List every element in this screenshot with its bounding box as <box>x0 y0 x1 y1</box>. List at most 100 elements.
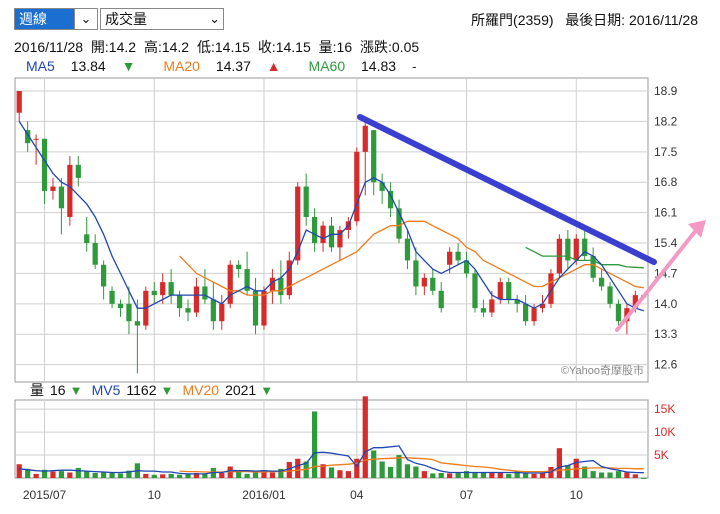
volume-bar <box>168 473 174 478</box>
candle-body <box>573 238 579 261</box>
volume-bar <box>143 473 149 478</box>
mv5-line <box>19 445 644 475</box>
volume-bar <box>25 468 31 478</box>
volume-tick-label: 15K <box>654 402 675 416</box>
vol-legend-value: 16 <box>50 382 66 398</box>
vol-legend-value: 2021 <box>225 382 256 398</box>
volume-bar <box>607 472 613 478</box>
period-select[interactable]: 週線 ⌄ <box>14 8 98 30</box>
vol-legend-arrow: ▼ <box>160 383 173 398</box>
chevron-down-icon[interactable]: ⌄ <box>74 9 97 29</box>
candle-body <box>75 164 81 178</box>
volume-bar <box>362 396 368 478</box>
volume-bar <box>489 472 495 478</box>
candle-body <box>598 277 605 287</box>
candle-body <box>219 303 225 322</box>
candle-body <box>430 277 436 291</box>
candle-body <box>67 164 73 217</box>
volume-bar <box>531 473 537 478</box>
indicator-select[interactable]: 成交量 ⌄ <box>100 8 224 30</box>
volume-bar <box>286 461 292 478</box>
price-tick-label: 18.9 <box>654 84 678 98</box>
ma20-value: 14.37 <box>215 58 251 74</box>
ma5-line <box>18 121 644 312</box>
period-select-value: 週線 <box>19 11 47 27</box>
ma60-label: MA60 <box>308 58 346 74</box>
candle-body <box>607 286 613 304</box>
vol-legend-value: 1162 <box>126 382 156 398</box>
vol-legend-label: 量 <box>30 382 44 398</box>
volume-bar <box>261 471 267 478</box>
ma60-legend: MA60 14.83 - <box>309 58 429 74</box>
candle-body <box>160 282 166 296</box>
candle-body <box>531 308 537 322</box>
volume-bar <box>447 473 453 478</box>
candle-body <box>168 282 174 296</box>
x-tick-label: 2016/01 <box>242 488 286 502</box>
volume-bar <box>480 472 487 478</box>
volume-bar <box>84 471 90 478</box>
candle-body <box>396 208 402 239</box>
volume-bar <box>312 411 318 478</box>
candle-body <box>109 290 115 304</box>
candle-body <box>252 290 259 326</box>
candle-body <box>16 91 22 113</box>
price-tick-label: 17.5 <box>654 145 678 159</box>
price-tick-label: 16.1 <box>654 206 678 220</box>
volume-bar <box>430 473 436 478</box>
candle-body <box>185 308 191 313</box>
candle-body <box>286 260 292 296</box>
volume-bar <box>404 464 411 478</box>
candle-body <box>84 234 90 244</box>
volume-bar <box>472 472 478 478</box>
volume-bar <box>463 471 470 478</box>
ma20-legend: MA20 14.37 ▲ <box>163 58 292 74</box>
ma20-arrow: ▲ <box>266 58 281 74</box>
last-date-label: 最後日期: <box>565 12 626 28</box>
candle-body <box>565 238 571 261</box>
candle-body <box>236 264 242 270</box>
candle-body <box>269 277 276 291</box>
price-tick-label: 13.3 <box>654 327 678 341</box>
volume-bar <box>396 455 402 478</box>
candle-body <box>312 216 318 244</box>
price-tick-label: 16.8 <box>654 175 678 189</box>
trend-line <box>357 114 657 265</box>
volume-bar <box>160 474 166 478</box>
volume-bar <box>624 472 630 478</box>
ma5-arrow: ▼ <box>121 58 136 74</box>
volume-bar <box>41 469 48 478</box>
candle-body <box>320 225 326 244</box>
volume-bar <box>632 474 638 478</box>
x-tick-label: 10 <box>148 488 162 502</box>
ohlc-close: 收:14.15 <box>257 39 311 55</box>
candle-body <box>176 295 183 309</box>
candle-body <box>371 130 377 183</box>
price-tick-label: 18.2 <box>654 114 678 128</box>
volume-bar <box>33 473 39 478</box>
candle-body <box>404 238 411 261</box>
watermark: ©Yahoo奇摩股市 <box>561 363 644 377</box>
ohlc-volume: 量:16 <box>318 39 353 55</box>
ma5-legend: MA5 13.84 ▼ <box>26 58 147 74</box>
volume-bar <box>345 471 351 478</box>
candle-body <box>227 264 233 304</box>
volume-bar <box>58 471 65 478</box>
indicator-select-value: 成交量 <box>105 11 147 27</box>
x-tick-label: 2015/07 <box>23 488 67 502</box>
ma5-label: MA5 <box>26 58 55 74</box>
ma60-line <box>525 246 644 269</box>
volume-bar <box>379 461 385 478</box>
volume-bar <box>328 467 335 478</box>
candle-body <box>101 264 107 287</box>
stock-name: 所羅門(2359) <box>471 12 554 28</box>
candle-body <box>590 256 596 278</box>
candle-body <box>328 225 335 248</box>
candle-body <box>151 290 157 296</box>
ohlc-date: 2016/11/28 <box>14 39 84 55</box>
volume-bar <box>320 464 326 478</box>
volume-bar <box>438 472 444 478</box>
volume-bar <box>16 464 22 478</box>
volume-bar <box>598 472 605 478</box>
